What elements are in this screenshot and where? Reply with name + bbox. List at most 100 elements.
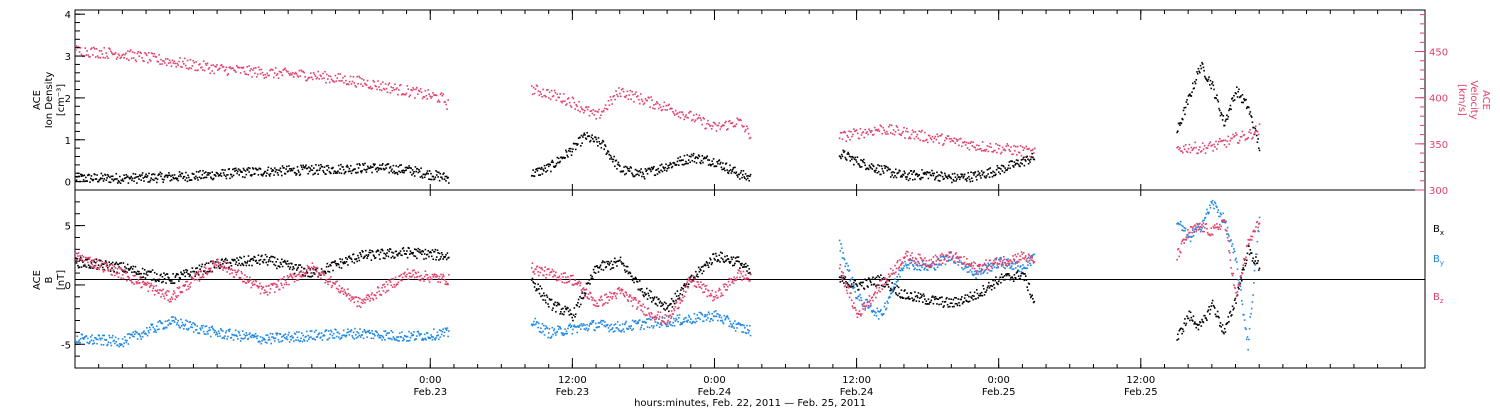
velocity-point: [270, 68, 272, 71]
velocity-point: [941, 133, 943, 136]
velocity-point: [185, 67, 188, 70]
bx-point: [736, 260, 739, 262]
bz-point: [224, 261, 226, 264]
density-point: [271, 170, 273, 173]
bz-point: [121, 269, 123, 271]
bz-point: [204, 269, 206, 272]
density-point: [902, 174, 905, 176]
bx-point: [1002, 276, 1004, 279]
bx-point: [1187, 317, 1190, 320]
bz-point: [279, 278, 282, 281]
velocity-point: [858, 137, 861, 140]
bx-point: [382, 257, 385, 259]
density-point: [219, 174, 221, 176]
bx-point: [1224, 331, 1227, 333]
bz-point: [241, 272, 243, 275]
density-point: [305, 164, 307, 167]
velocity-point: [259, 73, 262, 75]
bz-point: [94, 258, 96, 261]
velocity-point: [338, 80, 340, 82]
bx-point: [633, 281, 635, 284]
by-point: [335, 335, 338, 338]
velocity-point: [564, 100, 566, 102]
velocity-point: [161, 63, 163, 65]
velocity-point: [726, 129, 728, 131]
density-point: [1250, 115, 1252, 117]
bz-point: [117, 276, 120, 278]
velocity-point: [144, 51, 146, 54]
velocity-point: [381, 81, 384, 83]
by-point: [951, 256, 954, 258]
bx-point: [720, 257, 723, 259]
velocity-point: [628, 94, 631, 96]
bz-point: [166, 289, 169, 292]
bz-point: [191, 276, 194, 279]
bx-point: [113, 271, 115, 273]
bx-point: [852, 285, 854, 288]
by-point: [261, 339, 263, 342]
velocity-point: [345, 83, 348, 86]
bx-point: [848, 284, 850, 286]
velocity-point: [926, 141, 929, 144]
velocity-point: [954, 142, 956, 144]
bz-point: [200, 276, 203, 279]
velocity-point: [291, 72, 294, 74]
velocity-point: [117, 53, 120, 55]
velocity-point: [596, 110, 598, 113]
density-point: [444, 175, 447, 178]
velocity-point: [387, 83, 390, 86]
bx-point: [373, 255, 376, 258]
by-point: [594, 329, 596, 332]
by-point: [214, 333, 217, 336]
velocity-point: [559, 93, 561, 95]
density-point: [1221, 119, 1224, 121]
bx-point: [222, 263, 224, 265]
density-point: [290, 167, 292, 170]
density-point: [924, 172, 927, 174]
by-point: [182, 323, 184, 326]
bx-point: [551, 309, 554, 312]
bz-point: [349, 294, 351, 297]
by-point: [310, 330, 313, 332]
bx-point: [1234, 297, 1237, 300]
bx-point: [985, 291, 987, 293]
bx-point: [609, 262, 611, 264]
velocity-point: [583, 109, 586, 112]
by-point: [966, 271, 969, 273]
bx-point: [1233, 299, 1236, 302]
density-point: [202, 177, 205, 179]
bx-point: [106, 267, 109, 269]
density-point: [685, 162, 688, 165]
velocity-point: [871, 134, 874, 136]
bz-point: [152, 287, 155, 290]
by-point: [303, 338, 305, 341]
bx-point: [345, 256, 347, 259]
by-point: [256, 335, 259, 337]
density-point: [923, 173, 925, 175]
bx-point: [444, 256, 447, 258]
bx-point: [964, 294, 967, 296]
velocity-point: [205, 64, 208, 66]
velocity-point: [346, 83, 349, 85]
by-point: [747, 332, 750, 334]
by-point: [602, 319, 605, 322]
by-point: [1179, 220, 1182, 223]
density-point: [1012, 166, 1015, 168]
density-point: [288, 165, 290, 167]
velocity-point: [323, 77, 325, 80]
bz-point: [187, 288, 190, 290]
density-point: [116, 182, 119, 184]
velocity-point: [78, 51, 81, 53]
density-point: [195, 170, 198, 173]
density-point: [954, 176, 957, 179]
bx-point: [680, 289, 682, 291]
velocity-point: [907, 137, 910, 140]
bz-point: [258, 285, 260, 288]
by-point: [648, 317, 650, 320]
velocity-point: [852, 133, 854, 136]
bx-point: [539, 285, 542, 288]
bx-point: [880, 284, 883, 287]
velocity-point: [602, 109, 605, 112]
bx-point: [1235, 302, 1237, 304]
bx-point: [890, 289, 893, 291]
